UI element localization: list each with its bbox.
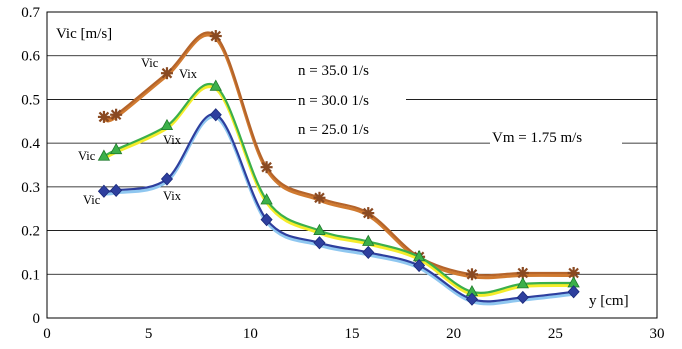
data-point (110, 183, 123, 197)
annotation-n35: n = 35.0 1/s (298, 63, 369, 79)
n25-bg (296, 118, 406, 138)
data-point (160, 172, 174, 186)
x-tick-label: 20 (446, 326, 461, 342)
data-point (260, 213, 273, 227)
annotation-n30: n = 30.0 1/s (298, 93, 369, 109)
y-tick-label: 0.1 (21, 267, 40, 283)
x-axis-label: y [cm] (589, 293, 629, 309)
y-tick-labels: 0 0.1 0.2 0.3 0.4 0.5 0.6 0.7 (21, 5, 40, 327)
y-tick-label: 0.4 (21, 136, 40, 152)
data-point (313, 236, 326, 250)
data-point (465, 292, 479, 306)
data-point (209, 108, 222, 122)
annotation-vic-mid: Vic (78, 149, 96, 163)
data-point (413, 258, 426, 273)
data-point (362, 234, 375, 246)
x-tick-label: 25 (548, 326, 563, 342)
y-tick-label: 0.7 (21, 5, 40, 21)
plot-frame (46, 11, 658, 319)
data-point (209, 79, 222, 91)
y-axis-label: Vic [m/s] (56, 26, 112, 42)
data-point (260, 193, 273, 205)
ylabel-bg (52, 22, 132, 44)
y-tick-label: 0.5 (21, 92, 40, 108)
annotation-vic-bot: Vic (83, 193, 101, 207)
annotation-vic-top: Vic (141, 56, 159, 70)
series-line-secondary (103, 85, 574, 297)
data-point (97, 184, 110, 198)
series-group (97, 30, 580, 306)
x-tick-label: 0 (43, 326, 51, 342)
x-tick-label: 15 (345, 326, 360, 342)
series-line (103, 113, 574, 303)
data-point (516, 266, 529, 279)
annotation-vix-mid: Vix (163, 133, 182, 147)
data-point (97, 149, 111, 161)
data-point (110, 108, 123, 121)
data-point (109, 142, 123, 155)
data-point (313, 223, 326, 235)
x-tick-label: 10 (243, 326, 258, 342)
series-line (103, 83, 574, 294)
data-point (362, 207, 375, 220)
annotation-vix-top: Vix (179, 67, 198, 81)
data-point (160, 118, 174, 131)
y-tick-label: 0.2 (21, 224, 40, 240)
x-tick-labels: 0 5 10 15 20 25 30 (43, 326, 664, 342)
series-2 (97, 108, 580, 306)
annotation-vix-bot: Vix (163, 189, 182, 203)
data-point (160, 67, 173, 80)
series-1 (97, 79, 580, 297)
xlabel-bg (584, 289, 652, 311)
annotation-vm: Vm = 1.75 m/s (492, 130, 582, 146)
vm-bg (490, 126, 622, 148)
x-tick-label: 30 (650, 326, 665, 342)
data-point (209, 30, 222, 43)
x-tick-label: 5 (145, 326, 153, 342)
y-tick-label: 0 (33, 311, 41, 327)
data-point (362, 245, 375, 260)
data-point (465, 268, 478, 281)
data-point (313, 191, 326, 204)
data-point (516, 290, 529, 305)
data-point (260, 161, 273, 174)
y-tick-label: 0.6 (21, 49, 40, 65)
n30-bg (296, 89, 406, 109)
data-point (516, 277, 529, 289)
data-point (567, 285, 580, 299)
annotation-n25: n = 25.0 1/s (298, 122, 369, 138)
series-line-secondary (103, 115, 574, 306)
data-point (97, 110, 110, 123)
n35-bg (296, 59, 406, 79)
y-tick-label: 0.3 (21, 180, 40, 196)
